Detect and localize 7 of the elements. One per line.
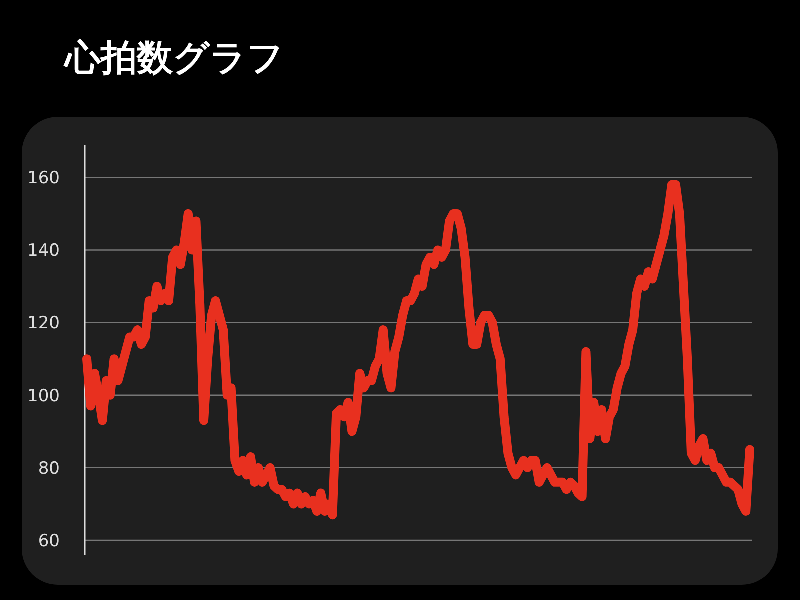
y-tick-label: 80 xyxy=(38,458,60,479)
y-tick-label: 140 xyxy=(28,241,60,262)
y-tick-label: 100 xyxy=(28,386,60,406)
y-tick-label: 160 xyxy=(28,168,60,189)
y-tick-label: 60 xyxy=(38,531,60,552)
y-tick-label: 120 xyxy=(28,314,60,334)
chart-title: 心拍数グラフ xyxy=(63,38,284,79)
